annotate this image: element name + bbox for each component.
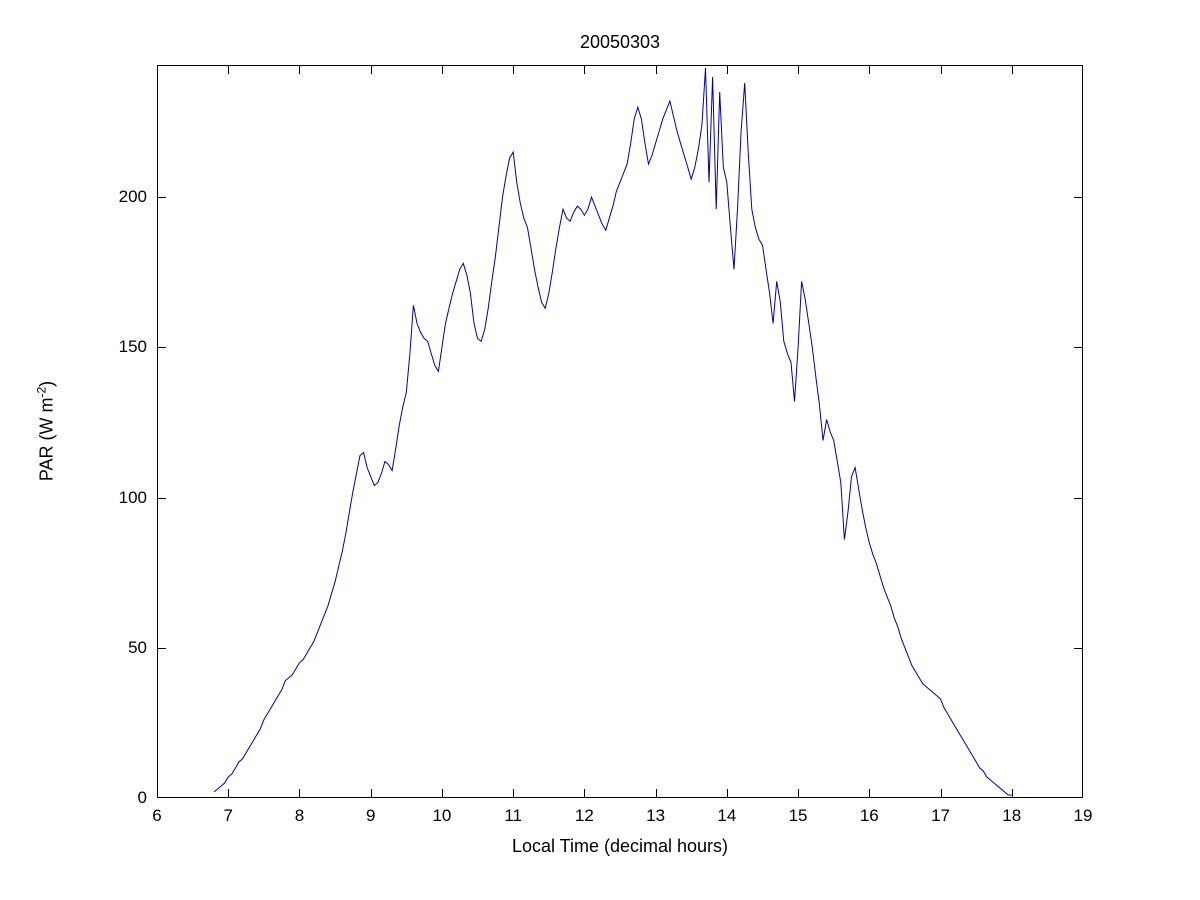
x-tick-label: 13 [646,806,666,825]
chart-title: 20050303 [579,32,661,52]
y-axis-label: PAR (W m-2) [35,381,58,481]
x-tick-label: 14 [717,806,737,825]
x-tick-label: 10 [432,806,452,825]
x-tick-label: 12 [574,806,594,825]
x-tick-label: 15 [788,806,808,825]
y-tick-label: 0 [137,788,147,807]
y-tick-label: 100 [118,487,147,507]
x-tick-label: 19 [1073,806,1093,825]
x-tick-label: 9 [365,806,376,825]
y-tick-label: 200 [118,187,147,207]
x-tick-label: 16 [859,806,879,825]
x-tick-label: 18 [1002,806,1022,825]
x-tick-label: 6 [152,806,162,825]
x-axis-label: Local Time (decimal hours) [511,836,729,856]
x-tick-label: 7 [223,806,233,825]
y-tick-label: 50 [128,637,147,657]
x-tick-label: 11 [504,806,522,825]
par-data-line [213,67,1012,796]
axis-box [157,65,1083,798]
y-axis-label-close: ) [36,380,57,387]
plot-area [157,65,1083,798]
y-tick-label: 150 [118,337,147,357]
y-axis-label-superscript: -2 [34,386,49,398]
x-tick-label: 8 [294,806,305,825]
x-tick-label: 17 [931,806,950,825]
y-axis-label-text: PAR (W m [36,397,57,482]
